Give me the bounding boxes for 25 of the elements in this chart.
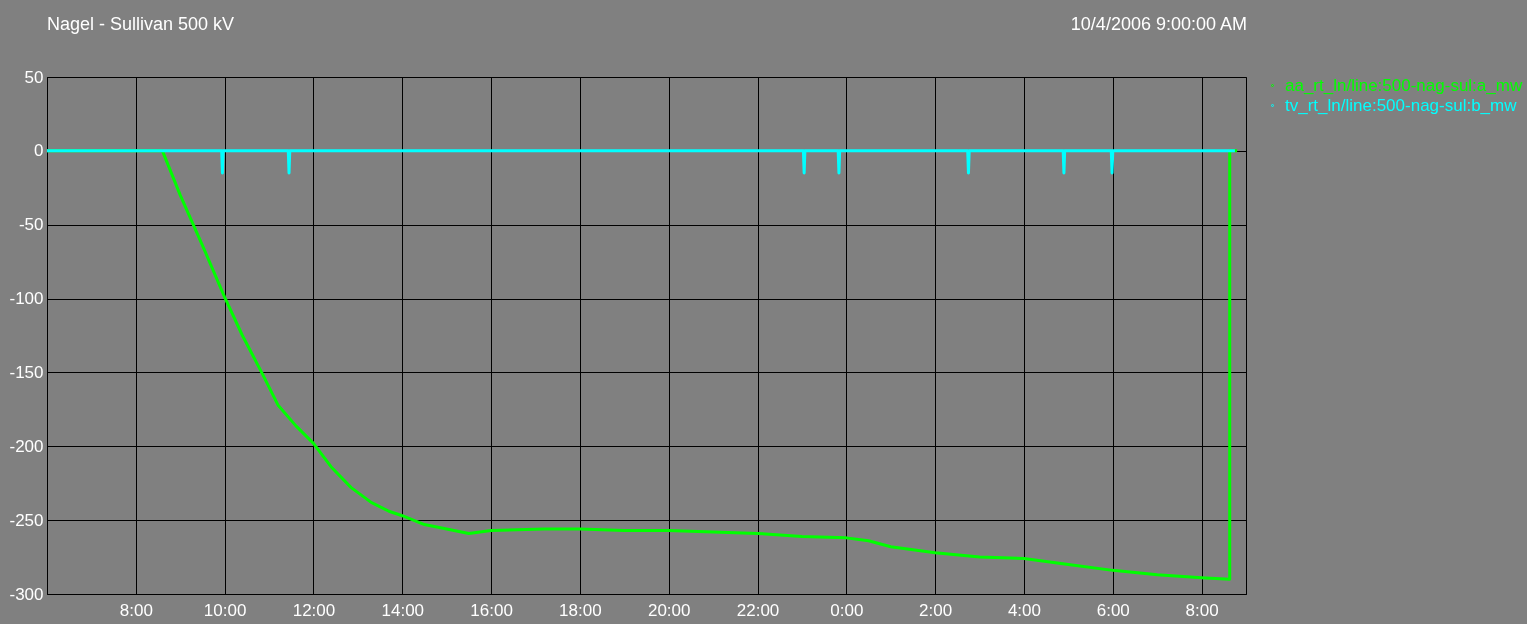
y-tick-label: -50 bbox=[18, 215, 44, 235]
x-tick-label: 22:00 bbox=[736, 600, 780, 620]
y-tick-label: 50 bbox=[24, 67, 44, 87]
x-tick-label: 10:00 bbox=[203, 600, 247, 620]
x-tick-label: 18:00 bbox=[559, 600, 602, 620]
legend-label: tv_rt_ln/line:500-nag-sul:b_mw bbox=[1285, 95, 1518, 115]
x-tick-label: 16:00 bbox=[470, 600, 513, 620]
x-tick-label: 20:00 bbox=[647, 600, 691, 620]
y-tick-label: -300 bbox=[9, 584, 44, 604]
x-tick-label: 8:00 bbox=[119, 600, 153, 620]
x-tick-label: 14:00 bbox=[381, 600, 425, 620]
x-tick-label: 0:00 bbox=[830, 600, 864, 620]
y-tick-label: -200 bbox=[9, 436, 44, 456]
y-tick-label: -150 bbox=[9, 362, 44, 382]
y-tick-label: 0 bbox=[34, 141, 44, 161]
y-tick-label: -100 bbox=[9, 289, 44, 309]
legend-label: aa_rt_ln/line:500-nag-sul:a_mw bbox=[1285, 75, 1523, 95]
x-tick-label: 12:00 bbox=[292, 600, 336, 620]
x-tick-label: 6:00 bbox=[1096, 600, 1130, 620]
x-tick-label: 8:00 bbox=[1185, 600, 1219, 620]
x-tick-label: 4:00 bbox=[1007, 600, 1042, 620]
chart-title: Nagel - Sullivan 500 kV bbox=[47, 14, 235, 34]
x-tick-label: 2:00 bbox=[919, 600, 953, 620]
y-tick-label: -250 bbox=[9, 510, 44, 530]
text: 10/4/2006 9:00:00 AM bbox=[1070, 14, 1247, 34]
